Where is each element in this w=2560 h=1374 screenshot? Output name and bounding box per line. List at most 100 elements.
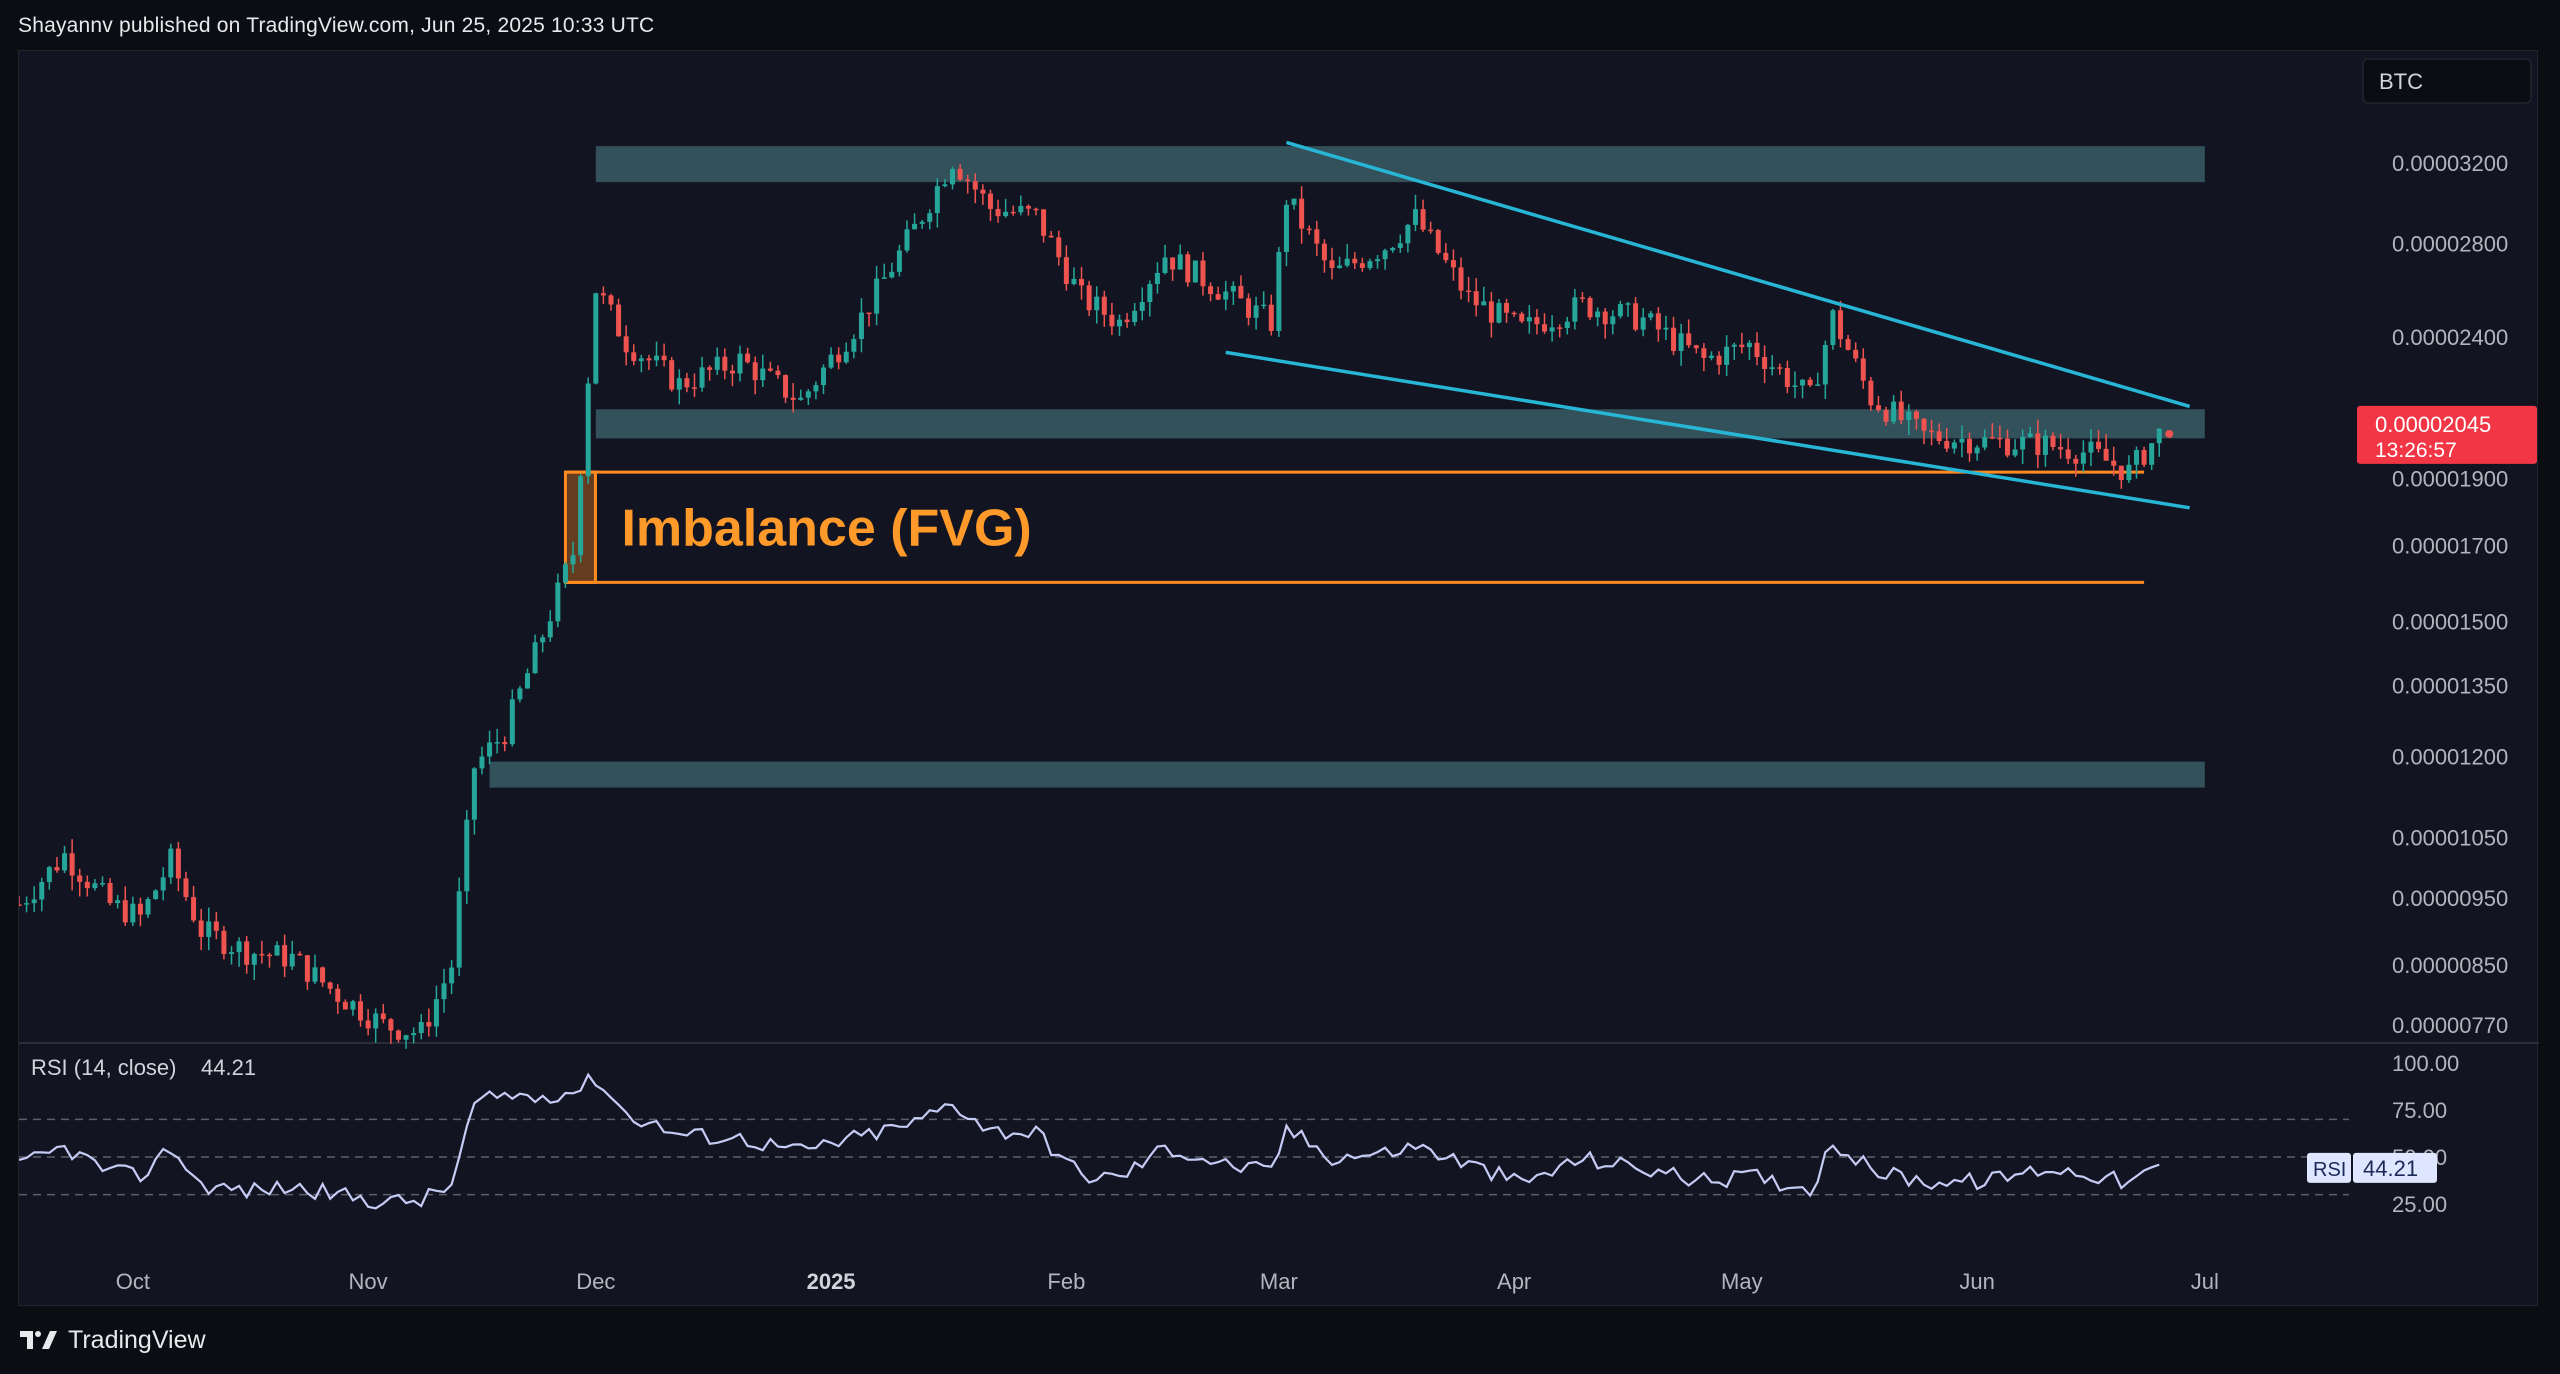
candle-body bbox=[198, 920, 204, 937]
candle-body bbox=[1306, 228, 1312, 231]
candle-body bbox=[2096, 441, 2102, 449]
candle-body bbox=[229, 952, 235, 955]
price-axis-tick: 0.00001700 bbox=[2392, 534, 2508, 559]
candle-body bbox=[729, 370, 735, 374]
candle-body bbox=[752, 362, 758, 381]
candle-body bbox=[896, 250, 902, 272]
candle-body bbox=[1033, 208, 1039, 211]
candle-body bbox=[866, 312, 872, 315]
symbol-label: BTC bbox=[2379, 69, 2423, 94]
candle-body bbox=[251, 953, 257, 965]
candle-body bbox=[1929, 430, 1935, 433]
candle-body bbox=[1041, 209, 1047, 236]
candle-body bbox=[646, 358, 652, 361]
candle-body bbox=[221, 930, 227, 955]
candle-body bbox=[1557, 327, 1563, 329]
candle-body bbox=[790, 397, 796, 400]
fvg-label: Imbalance (FVG) bbox=[621, 499, 1031, 557]
time-axis-tick: Oct bbox=[116, 1269, 150, 1294]
candle-body bbox=[1655, 313, 1661, 330]
candle-body bbox=[1344, 258, 1350, 266]
candle-body bbox=[1192, 260, 1198, 283]
candle-body bbox=[1003, 211, 1009, 217]
candle-body bbox=[957, 168, 963, 180]
candle-body bbox=[1488, 301, 1494, 323]
candle-body bbox=[312, 967, 318, 982]
last-price-dot bbox=[2165, 429, 2174, 438]
candle-body bbox=[1094, 296, 1100, 311]
candle-body bbox=[1458, 267, 1464, 291]
candle-body bbox=[99, 883, 105, 885]
candle-body bbox=[760, 368, 766, 381]
candle-body bbox=[745, 353, 751, 363]
time-axis-tick: Mar bbox=[1260, 1269, 1298, 1294]
candle-body bbox=[912, 223, 918, 230]
candle-body bbox=[464, 819, 470, 892]
candle-body bbox=[525, 673, 531, 689]
candle-body bbox=[1989, 437, 1995, 439]
candle-body bbox=[1769, 367, 1775, 370]
candle-body bbox=[919, 221, 925, 224]
candle-body bbox=[2149, 443, 2155, 465]
candle-body bbox=[1079, 278, 1085, 286]
candle-body bbox=[1397, 243, 1403, 248]
rsi-badge-label: RSI bbox=[2313, 1159, 2346, 1181]
candle-body bbox=[418, 1022, 424, 1034]
candle-body bbox=[1777, 367, 1783, 369]
candle-body bbox=[699, 367, 705, 388]
candle-body bbox=[1367, 261, 1373, 268]
candle-body bbox=[1496, 302, 1502, 323]
candle-body bbox=[813, 385, 819, 392]
symbol-box[interactable] bbox=[2362, 58, 2532, 104]
candle-body bbox=[1162, 257, 1168, 274]
candle-body bbox=[1701, 348, 1707, 358]
candle-body bbox=[1731, 344, 1737, 347]
fvg-marker bbox=[563, 470, 597, 584]
candle-body bbox=[1868, 380, 1874, 406]
chart-canvas[interactable]: Imbalance (FVG)0.000036000.000032000.000… bbox=[19, 51, 2539, 1307]
candle-body bbox=[69, 853, 75, 876]
candle-body bbox=[798, 397, 804, 400]
candle-body bbox=[1101, 296, 1107, 315]
candle-body bbox=[1595, 311, 1601, 318]
candle-body bbox=[934, 186, 940, 214]
candle-body bbox=[350, 1001, 356, 1010]
candle-body bbox=[2080, 452, 2086, 464]
candle-body bbox=[1678, 333, 1684, 351]
candle-body bbox=[1534, 317, 1540, 325]
candle-body bbox=[1921, 418, 1927, 431]
candle-body bbox=[1450, 260, 1456, 268]
candle-body bbox=[2058, 446, 2064, 450]
candle-body bbox=[972, 181, 978, 190]
candle-body bbox=[2012, 449, 2018, 456]
candle-body bbox=[1708, 355, 1714, 358]
candle-body bbox=[342, 1001, 348, 1010]
candle-body bbox=[1147, 284, 1153, 303]
candle-body bbox=[1177, 254, 1183, 270]
candle-body bbox=[1283, 204, 1289, 252]
candle-body bbox=[441, 983, 447, 1000]
candle-body bbox=[2050, 435, 2056, 447]
candle-body bbox=[1913, 411, 1919, 419]
candle-body bbox=[1473, 291, 1479, 306]
candle-body bbox=[191, 897, 197, 921]
candle-body bbox=[775, 370, 781, 376]
candle-body bbox=[2042, 435, 2048, 455]
candle-body bbox=[1208, 286, 1214, 295]
candle-body bbox=[175, 848, 181, 879]
candle-body bbox=[1261, 304, 1267, 307]
candle-body bbox=[1018, 205, 1024, 213]
candle-body bbox=[980, 189, 986, 194]
candle-body bbox=[1648, 313, 1654, 318]
candle-body bbox=[62, 853, 68, 871]
candle-body bbox=[274, 945, 280, 956]
candle-body bbox=[1860, 358, 1866, 381]
price-axis-tick: 0.00000850 bbox=[2392, 953, 2508, 978]
candle-body bbox=[46, 867, 52, 883]
candle-body bbox=[1132, 310, 1138, 323]
candle-body bbox=[676, 378, 682, 390]
candle-body bbox=[297, 953, 303, 956]
candle-body bbox=[236, 941, 242, 953]
candle-body bbox=[950, 168, 956, 185]
candle-body bbox=[585, 383, 591, 477]
